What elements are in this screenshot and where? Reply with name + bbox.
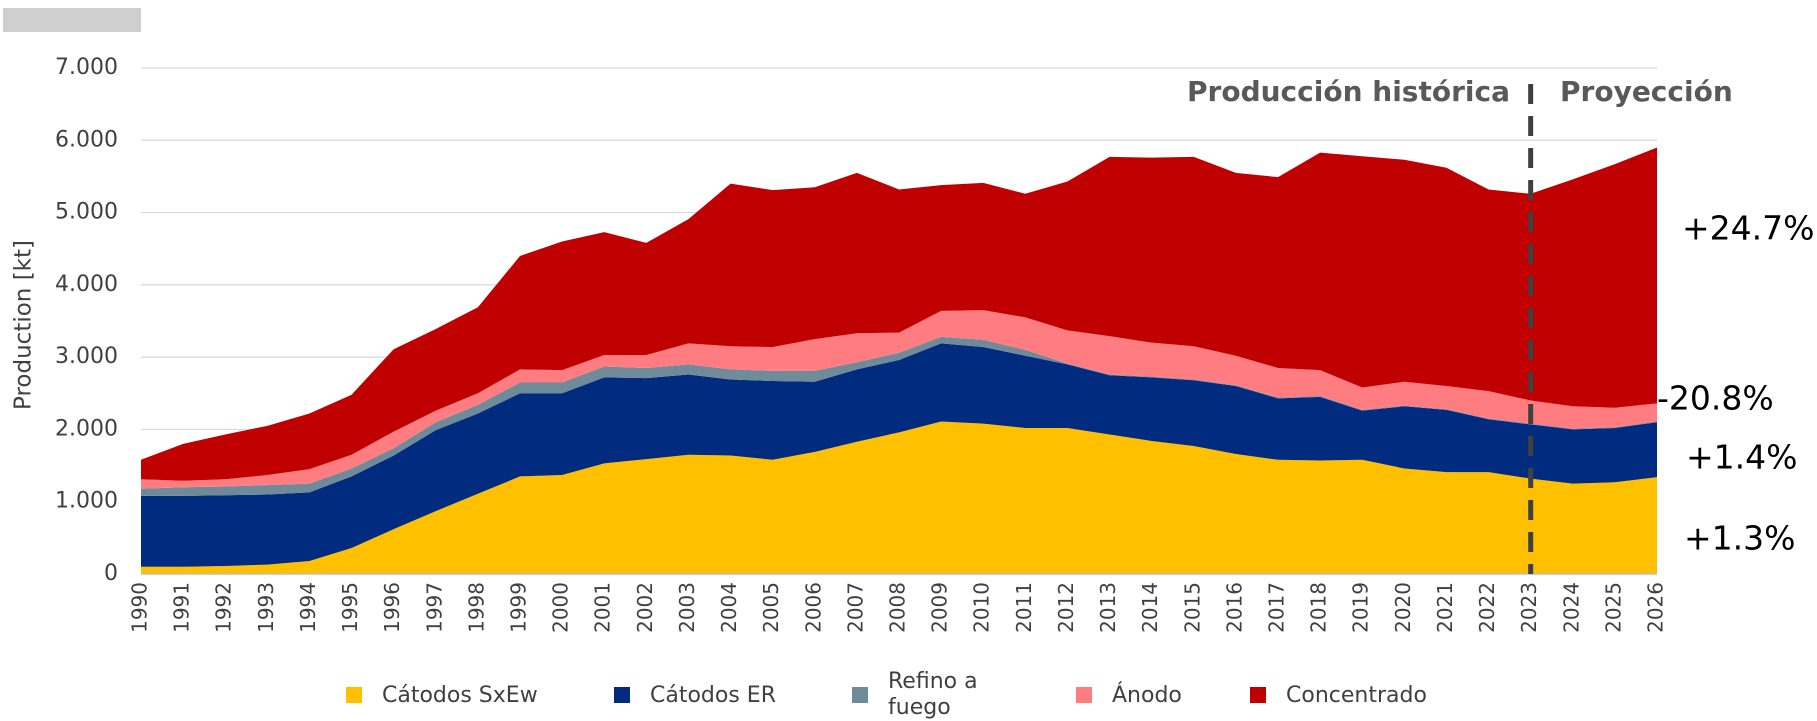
x-tick-label: 2019 — [1349, 582, 1373, 633]
legend-swatch — [346, 687, 362, 703]
y-axis-label: Production [kt] — [11, 240, 37, 410]
x-tick-label: 1992 — [212, 582, 236, 633]
legend-label: Refino a fuego — [888, 669, 978, 720]
x-tick-label: 2007 — [843, 582, 867, 633]
x-tick-label: 2015 — [1180, 582, 1204, 633]
legend-item: Cátodos SxEw — [346, 670, 538, 720]
y-tick-label: 0 — [104, 561, 118, 586]
x-tick-label: 2024 — [1559, 582, 1583, 633]
legend-label: Cátodos ER — [650, 682, 776, 708]
x-tick-label: 2025 — [1601, 582, 1625, 633]
legend-swatch — [1250, 687, 1266, 703]
x-tick-label: 2018 — [1307, 582, 1331, 633]
chart: Production [kt] Producción histórica Pro… — [3, 8, 1814, 633]
y-tick-label: 6.000 — [55, 127, 118, 152]
change-label: -20.8% — [1657, 379, 1774, 418]
x-tick-label: 1996 — [380, 582, 404, 633]
x-tick-label: 1995 — [338, 582, 362, 633]
change-label: +1.3% — [1684, 519, 1796, 558]
x-tick-label: 2008 — [886, 582, 910, 633]
x-tick-label: 2023 — [1517, 582, 1541, 633]
x-tick-label: 2026 — [1644, 582, 1668, 633]
y-tick-label: 1.000 — [55, 489, 118, 514]
y-tick-label: 3.000 — [55, 344, 118, 369]
x-tick-label: 1997 — [422, 582, 446, 633]
x-tick-label: 2000 — [549, 582, 573, 633]
x-tick-label: 2006 — [801, 582, 825, 633]
placeholder-box — [3, 8, 141, 32]
x-tick-label: 1998 — [464, 582, 488, 633]
x-tick-label: 2001 — [591, 582, 615, 633]
x-tick-label: 1991 — [170, 582, 194, 633]
x-tick-label: 2010 — [970, 582, 994, 633]
x-tick-label: 1993 — [254, 582, 278, 633]
y-tick-label: 2.000 — [55, 416, 118, 441]
y-tick-label: 4.000 — [55, 272, 118, 297]
x-tick-label: 2013 — [1096, 582, 1120, 633]
y-tick-label: 5.000 — [55, 200, 118, 225]
area — [141, 310, 1657, 489]
legend-swatch — [852, 687, 868, 703]
x-tick-label: 1999 — [507, 582, 531, 633]
change-label: +24.7% — [1682, 209, 1814, 248]
legend-label: Cátodos SxEw — [382, 682, 538, 708]
legend-item: Ánodo — [1076, 670, 1182, 720]
x-tick-label: 2005 — [759, 582, 783, 633]
areas — [141, 147, 1657, 574]
x-tick-label: 2014 — [1138, 582, 1162, 633]
x-tick-label: 2021 — [1433, 582, 1457, 633]
area — [141, 343, 1657, 567]
x-tick-label: 2017 — [1265, 582, 1289, 633]
area — [141, 421, 1657, 574]
legend-item: Cátodos ER — [614, 670, 776, 720]
legend: Cátodos SxEw Cátodos ER Refino a fuego Ánod… — [0, 669, 1817, 721]
x-tick-label: 2016 — [1222, 582, 1246, 633]
change-label: +1.4% — [1686, 438, 1798, 477]
annotation: Proyección — [1560, 75, 1733, 108]
legend-item: Refino a fuego — [852, 669, 988, 720]
x-tick-label: 2011 — [1012, 582, 1036, 633]
y-tick-label: 7.000 — [55, 55, 118, 80]
annotation: Producción histórica — [1187, 75, 1510, 108]
area — [141, 147, 1657, 481]
x-tick-label: 2003 — [675, 582, 699, 633]
legend-swatch — [1076, 687, 1092, 703]
x-tick-label: 1994 — [296, 582, 320, 633]
x-tick-label: 2020 — [1391, 582, 1415, 633]
legend-label: Concentrado — [1286, 682, 1427, 708]
legend-item: Concentrado — [1250, 670, 1427, 720]
x-tick-label: 2022 — [1475, 582, 1499, 633]
x-tick-label: 2004 — [717, 582, 741, 633]
x-tick-label: 2002 — [633, 582, 657, 633]
x-tick-label: 2009 — [928, 582, 952, 633]
legend-label: Ánodo — [1112, 682, 1182, 708]
x-tick-label: 1990 — [128, 582, 152, 633]
legend-swatch — [614, 687, 630, 703]
x-tick-label: 2012 — [1054, 582, 1078, 633]
